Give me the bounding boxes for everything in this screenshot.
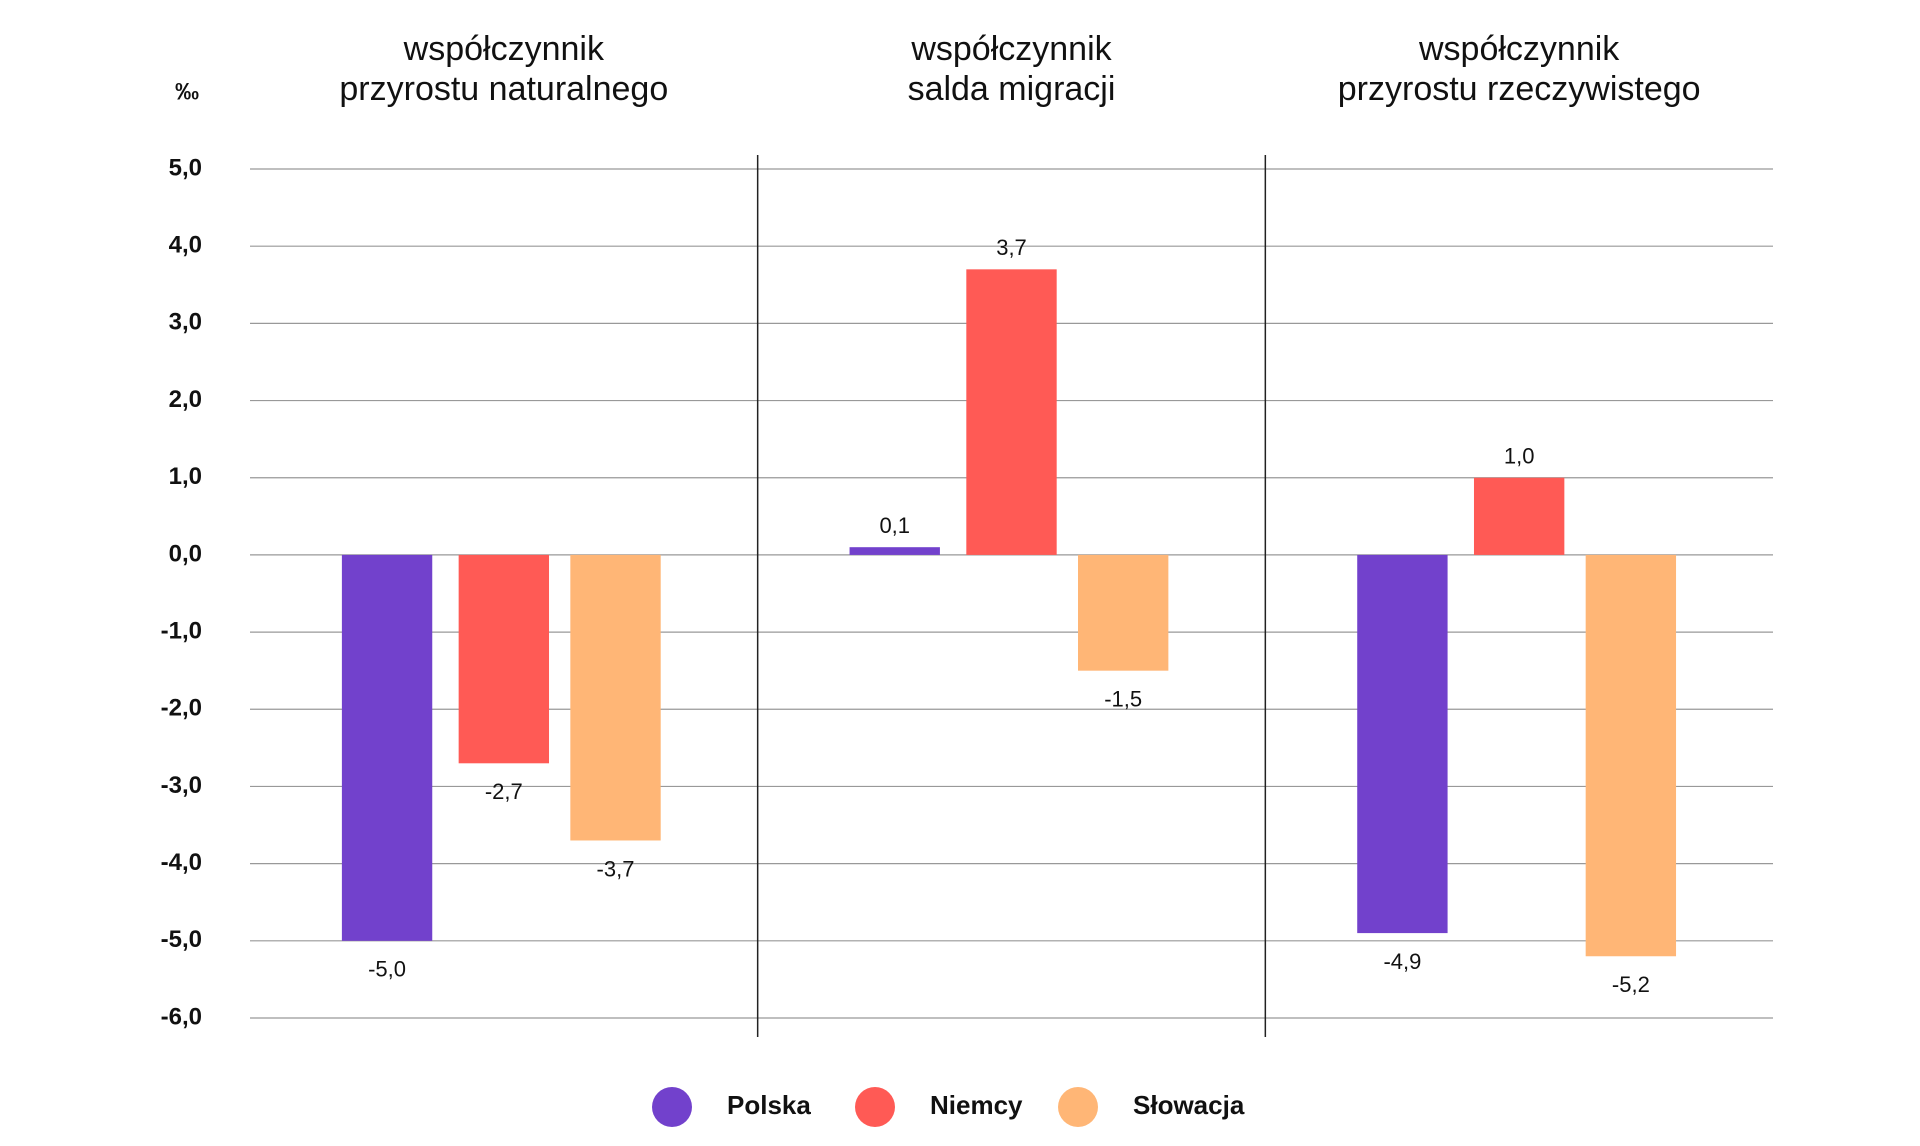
bar [1078, 554, 1169, 671]
y-tick-label: -1,0 [161, 617, 202, 644]
bar [966, 269, 1057, 555]
y-tick-label: -4,0 [161, 849, 202, 876]
value-label: 0,1 [879, 513, 910, 538]
bar [458, 554, 550, 764]
category-title: współczynnik [403, 30, 605, 68]
y-tick-label: -3,0 [161, 772, 202, 799]
legend-label: Niemcy [930, 1090, 1023, 1120]
y-tick-label: 4,0 [169, 232, 202, 259]
value-label: -5,2 [1612, 972, 1650, 997]
unit-label: ‰ [175, 78, 199, 105]
y-tick-label: 3,0 [169, 309, 202, 336]
bar [1357, 554, 1448, 934]
value-label: 3,7 [996, 235, 1027, 260]
category-title: przyrostu rzeczywistego [1338, 70, 1701, 108]
value-label: -4,9 [1383, 949, 1421, 974]
y-tick-label: 2,0 [169, 386, 202, 413]
bar [570, 554, 661, 841]
value-label: -2,7 [485, 779, 523, 804]
legend-swatch [1058, 1087, 1098, 1127]
y-tick-label: 5,0 [169, 154, 202, 181]
legend-label: Słowacja [1133, 1090, 1245, 1120]
y-tick-label: -2,0 [161, 695, 202, 722]
bar [849, 547, 940, 555]
category-title: salda migracji [908, 70, 1116, 108]
value-label: -1,5 [1104, 686, 1142, 711]
y-tick-label: 0,0 [169, 540, 202, 567]
value-label: -5,0 [368, 957, 406, 982]
y-tick-label: -6,0 [161, 1003, 202, 1030]
bar [1585, 554, 1677, 957]
legend-swatch [652, 1087, 692, 1127]
legend-swatch [855, 1087, 895, 1127]
category-title: przyrostu naturalnego [339, 70, 668, 108]
legend-label: Polska [727, 1090, 811, 1120]
value-label: 1,0 [1504, 444, 1535, 469]
bar [1473, 477, 1565, 555]
value-label: -3,7 [597, 856, 635, 881]
y-tick-label: -5,0 [161, 926, 202, 953]
category-title: współczynnik [910, 30, 1112, 68]
bar [341, 554, 433, 941]
category-title: współczynnik [1418, 30, 1620, 68]
y-tick-label: 1,0 [169, 463, 202, 490]
